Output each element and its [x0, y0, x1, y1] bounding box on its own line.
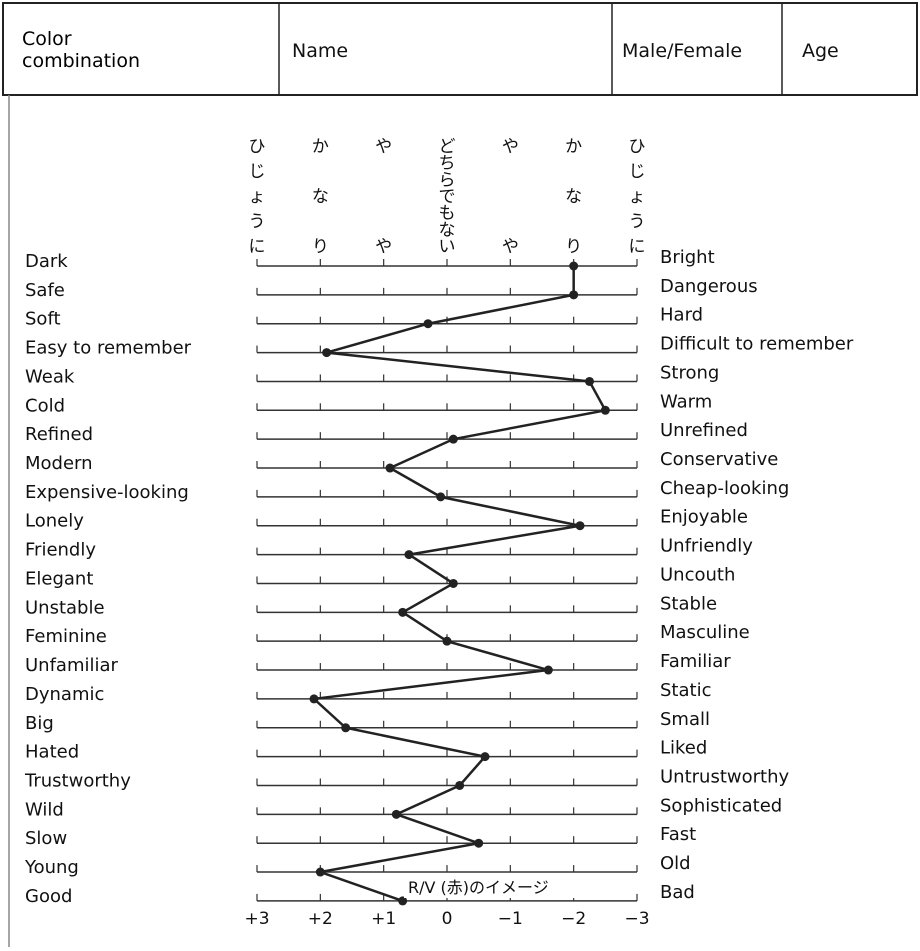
x-tick-label: −2: [561, 909, 586, 929]
data-point: [448, 578, 458, 588]
left-label: Unfamiliar: [25, 655, 119, 676]
left-label: Trustworthy: [24, 770, 131, 791]
left-label: Cold: [25, 395, 65, 416]
left-label: Safe: [25, 280, 65, 301]
scale-label: どちらでもない: [439, 137, 456, 257]
data-point: [569, 261, 579, 271]
data-point: [436, 492, 446, 502]
x-tick-label: 0: [442, 909, 453, 929]
right-label: Familiar: [660, 651, 731, 672]
right-label: Difficult to remember: [660, 334, 854, 355]
x-tick-label: −1: [498, 909, 523, 929]
right-label: Enjoyable: [660, 507, 748, 528]
left-label: Easy to remember: [25, 338, 192, 359]
data-point: [480, 752, 490, 762]
header-text: Color combination: [22, 28, 140, 72]
scale-label: かなり: [312, 137, 329, 257]
scale-label: かなり: [565, 137, 582, 257]
left-label: Young: [24, 857, 79, 878]
annotation-bg: [404, 876, 626, 898]
right-label: Cheap-looking: [660, 478, 789, 499]
right-label: Bad: [660, 882, 695, 903]
left-label: Dark: [25, 251, 68, 272]
scale-label: やや: [502, 137, 519, 257]
left-label: Soft: [25, 309, 61, 330]
right-label: Hard: [660, 305, 703, 326]
data-point: [315, 867, 325, 877]
data-point: [404, 550, 414, 560]
right-label: Small: [660, 709, 710, 730]
right-label: Unfriendly: [660, 536, 753, 557]
data-point: [442, 636, 452, 646]
data-point: [575, 521, 585, 531]
data-point: [341, 723, 351, 733]
left-label: Slow: [25, 828, 67, 849]
data-point: [398, 607, 408, 617]
x-tick-label: +2: [308, 909, 333, 929]
right-label: Strong: [660, 362, 719, 383]
right-label: Fast: [660, 824, 696, 845]
data-point: [569, 290, 579, 300]
data-point: [423, 319, 433, 329]
x-tick-label: +3: [244, 909, 269, 929]
data-point: [600, 405, 610, 415]
left-label: Refined: [25, 424, 93, 445]
right-label: Conservative: [660, 449, 778, 470]
right-label: Stable: [660, 593, 717, 614]
header-cell: Color combination: [22, 28, 140, 72]
data-point: [309, 694, 319, 704]
left-label: Big: [25, 713, 54, 734]
left-label: Elegant: [25, 568, 93, 589]
left-label: Good: [25, 886, 72, 907]
left-label: Wild: [25, 799, 64, 820]
left-label: Unstable: [25, 597, 105, 618]
data-point: [322, 348, 332, 358]
right-label: Static: [660, 680, 711, 701]
left-label: Dynamic: [25, 684, 104, 705]
data-point: [543, 665, 553, 675]
data-point: [455, 780, 465, 790]
right-label: Untrustworthy: [660, 766, 789, 787]
data-point: [391, 809, 401, 819]
data-point: [385, 463, 395, 473]
right-label: Masculine: [660, 622, 750, 643]
annotation: R/V (赤)のイメージ: [408, 878, 549, 897]
header-box: [2, 2, 918, 96]
left-label: Hated: [25, 742, 79, 763]
left-label: Lonely: [25, 511, 84, 532]
x-tick-label: +1: [371, 909, 396, 929]
x-tick-label: −3: [624, 909, 649, 929]
right-label: Unrefined: [660, 420, 748, 441]
data-point: [448, 434, 458, 444]
left-label: Feminine: [25, 626, 107, 647]
data-point: [585, 376, 594, 386]
right-label: Bright: [660, 247, 715, 268]
right-label: Old: [660, 853, 691, 874]
header-text: Age: [802, 40, 839, 62]
left-label: Modern: [25, 453, 93, 474]
data-point: [398, 896, 408, 906]
left-label: Weak: [25, 366, 75, 387]
scale-label: やや: [375, 137, 392, 257]
right-label: Sophisticated: [660, 795, 782, 816]
right-label: Liked: [660, 738, 707, 759]
right-label: Uncouth: [660, 564, 735, 585]
header-text: Name: [292, 40, 348, 62]
left-label: Friendly: [25, 540, 96, 561]
right-label: Warm: [660, 391, 712, 412]
left-label: Expensive-looking: [25, 482, 189, 503]
header-text: Male/Female: [622, 40, 742, 62]
scale-label: ひじょうに: [629, 137, 646, 257]
right-label: Dangerous: [660, 276, 758, 297]
scale-label: ひじょうに: [249, 137, 266, 257]
data-point: [474, 838, 484, 848]
